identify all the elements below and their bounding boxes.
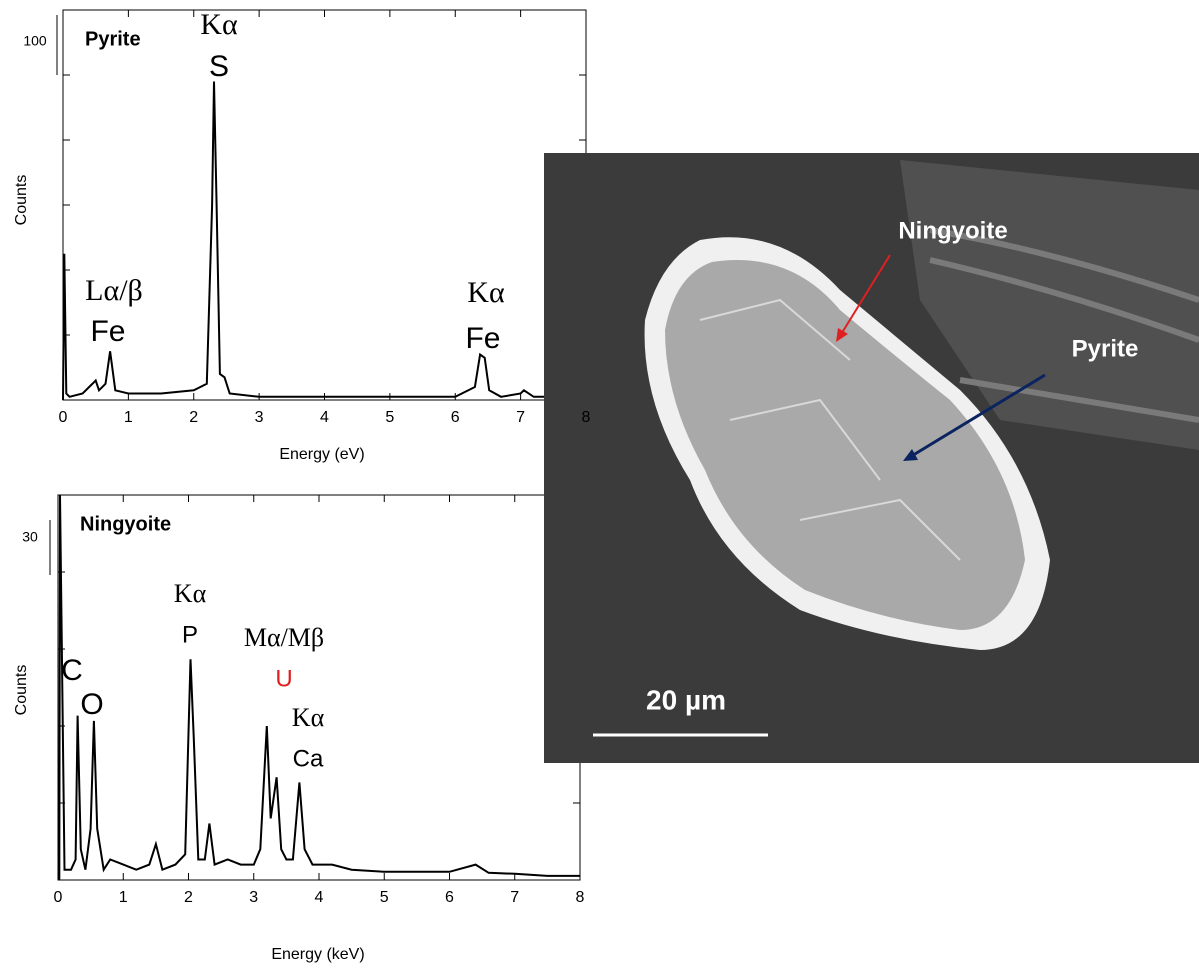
ningyoite-arrow	[839, 254, 891, 337]
x-tick-label: 6	[445, 889, 454, 906]
cracks	[699, 298, 961, 561]
scale-bar-label: 20 µm	[646, 684, 726, 715]
x-tick-label: 2	[184, 889, 193, 906]
x-axis-label: Energy (keV)	[271, 946, 364, 963]
peak-label: Kα	[292, 703, 325, 732]
x-tick-label: 0	[59, 409, 68, 426]
streaks	[929, 227, 1199, 423]
x-tick-label: 6	[451, 409, 460, 426]
x-tick-label: 1	[124, 409, 133, 426]
peak-label: C	[61, 654, 83, 687]
y-axis-label: Counts	[13, 665, 30, 716]
text-layer: Ningyoite Pyrite 20 µm 0 1 2 3 4 5 6 7 8 100 Pyrit…	[13, 8, 1138, 963]
chart-title: Ningyoite	[80, 513, 171, 535]
peak-label: S	[209, 50, 229, 83]
chart-title: Pyrite	[85, 28, 141, 50]
spectrum-line	[62, 81, 586, 401]
pyrite-arrow	[909, 373, 1046, 459]
x-tick-label: 7	[516, 409, 525, 426]
ningyoite-arrowhead	[836, 328, 848, 342]
x-tick-label: 3	[255, 409, 264, 426]
x-tick-label: 1	[119, 889, 128, 906]
spectrum-line	[58, 494, 580, 881]
peak-label: Fe	[90, 315, 125, 348]
x-tick-label: 5	[380, 889, 389, 906]
peak-label: O	[80, 688, 103, 721]
x-tick-label: 0	[54, 889, 63, 906]
x-tick-label: 2	[189, 409, 198, 426]
peak-label: U	[275, 665, 292, 692]
peak-label: Kα	[200, 8, 238, 41]
pyrite-arrowhead	[903, 449, 918, 461]
y-tick-label: 30	[22, 529, 38, 545]
layered-grain	[900, 160, 1199, 450]
peak-label: Lα/β	[85, 274, 143, 307]
sem-image	[544, 153, 1199, 763]
peak-label: Kα	[174, 579, 207, 608]
x-tick-label: 4	[320, 409, 329, 426]
x-tick-label: 4	[315, 889, 324, 906]
image-label: Pyrite	[1072, 335, 1139, 362]
peak-label: Ca	[293, 745, 324, 772]
y-tick-label: 100	[23, 33, 47, 49]
y-axis-label: Counts	[13, 175, 30, 226]
grain-core	[665, 260, 1025, 630]
x-tick-label: 5	[385, 409, 394, 426]
peak-label: Kα	[467, 276, 505, 309]
x-tick-label: 3	[249, 889, 258, 906]
peak-label: Mα/Mβ	[244, 623, 324, 652]
x-tick-label: 7	[510, 889, 519, 906]
image-label: Ningyoite	[898, 217, 1007, 244]
plot-frame	[57, 494, 581, 881]
x-tick-label: 8	[576, 889, 585, 906]
plot-frame	[62, 9, 587, 401]
peak-label: P	[182, 621, 198, 648]
x-axis-label: Energy (eV)	[279, 446, 364, 463]
peak-label: Fe	[465, 322, 500, 355]
x-tick-label: 8	[582, 409, 591, 426]
